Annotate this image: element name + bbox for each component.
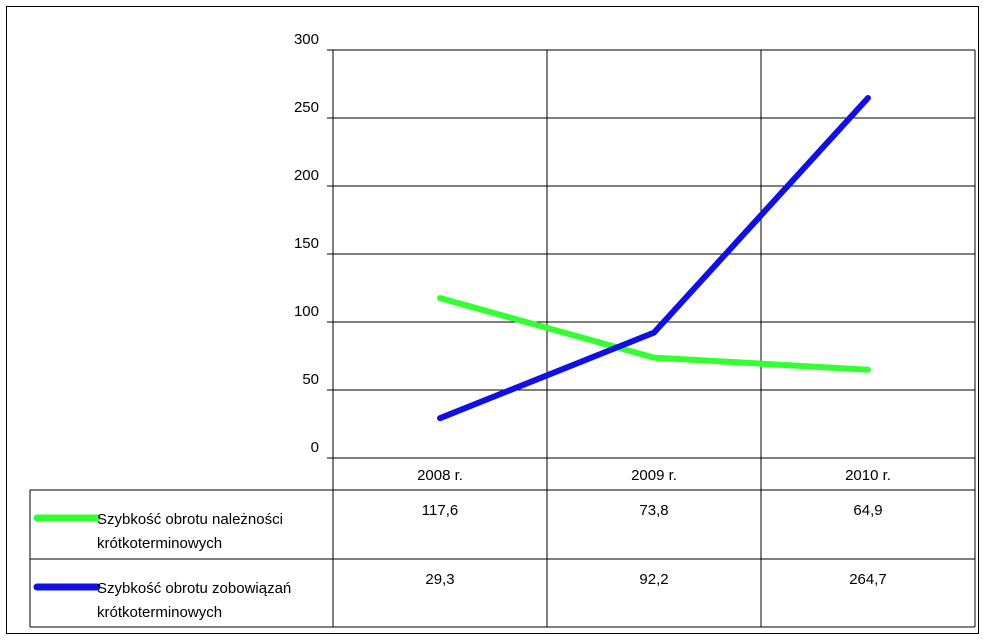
- line-chart: 0 50 100 150 200 250 300 2008 r. 2009 r. 2010 r.…: [29, 31, 976, 628]
- x-tick-label: 2009 r.: [631, 467, 677, 484]
- y-tick-label: 0: [311, 439, 319, 456]
- y-tick-label: 150: [294, 235, 319, 252]
- data-table: 2008 r. 2009 r. 2010 r. Szybkość obrotu nal…: [29, 457, 976, 628]
- series-line-1: [437, 295, 871, 373]
- y-tick-label: 250: [294, 99, 319, 116]
- y-tick-label: 50: [302, 371, 319, 388]
- series-lines: [437, 95, 871, 422]
- x-tick-label: 2010 r.: [845, 467, 891, 484]
- data-value-label: 92,2: [639, 571, 668, 588]
- data-value-label: 29,3: [425, 571, 454, 588]
- chart-frame: 0 50 100 150 200 250 300 2008 r. 2009 r. 2010 r.…: [6, 6, 979, 634]
- legend-label: Szybkość obrotu należności: [97, 511, 283, 528]
- data-value-label: 73,8: [639, 502, 668, 519]
- data-value-label: 64,9: [853, 502, 882, 519]
- x-tick-label: 2008 r.: [417, 467, 463, 484]
- grid-lines: [327, 49, 976, 459]
- y-tick-label: 300: [294, 31, 319, 48]
- legend-label: krótkoterminowych: [97, 604, 222, 621]
- data-value-label: 117,6: [422, 502, 458, 519]
- data-value-label: 264,7: [849, 571, 887, 588]
- y-tick-label: 200: [294, 167, 319, 184]
- legend-label: krótkoterminowych: [97, 535, 222, 552]
- y-tick-label: 100: [294, 303, 319, 320]
- y-axis-ticks: 0 50 100 150 200 250 300: [294, 31, 319, 456]
- legend-label: Szybkość obrotu zobowiązań: [97, 580, 291, 597]
- series-line-2: [437, 95, 871, 422]
